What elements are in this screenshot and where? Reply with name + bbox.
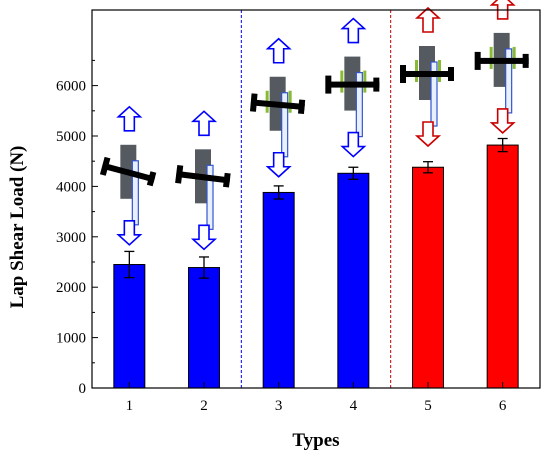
x-axis-title: Types [292,430,339,451]
bolt [99,156,157,187]
error-bar-type-6 [497,137,508,153]
bolt-shank [177,171,231,184]
specimen-icon-type-5 [400,6,454,148]
specimen-icon-type-2 [175,110,231,251]
bolt-shank [476,57,529,64]
bolt [249,93,306,114]
y-tick-label: 2000 [56,280,86,296]
pull-arrow-down-icon [414,121,442,148]
bolt-shank [327,81,380,88]
error-bar-type-3 [273,185,284,200]
y-tick-label: 6000 [56,79,86,95]
lower-plate [206,164,214,230]
bolt-nut [297,99,306,114]
lower-plate [505,48,513,114]
bolt-head [249,93,258,112]
bolt-head [175,164,184,184]
pull-arrow-up-icon [414,6,442,33]
bar-type-1 [113,264,146,389]
washer-left [415,60,418,83]
bar-type-6 [486,144,519,389]
bolt-nut [522,53,529,68]
axes-layer: 0 1000 2000 3000 4000 5000 6000 1 2 3 4 5 6 [56,9,541,414]
x-tick-label: 3 [275,398,283,414]
pull-arrow-up-icon [265,37,292,64]
bar-type-5 [412,166,444,389]
y-tick-label: 3000 [56,230,86,246]
specimen-icon-type-1 [99,105,157,246]
specimen-icon-type-4 [325,17,380,158]
y-axis-title: Lap Shear Load (N) [7,146,28,309]
lower-plate [355,71,363,138]
y-tick-label: 5000 [56,129,86,145]
pull-arrow-up-icon [116,105,143,132]
washer-right [288,90,292,113]
plot-frame [91,9,541,389]
bar-type-3 [262,191,295,389]
specimen-icons-layer [99,0,529,251]
bar-type-2 [188,267,220,389]
error-bar-type-4 [348,166,359,180]
bolt-head [474,51,481,70]
y-tick-label: 4000 [56,179,86,195]
bolt-shank [252,99,305,111]
error-bar-type-2 [199,256,209,279]
pull-arrow-down-icon [190,224,218,251]
bars-layer [113,137,519,389]
specimen-icon-type-6 [474,0,529,134]
specimen-icon-type-3 [249,37,306,178]
lower-plate [430,61,438,127]
bolt-nut [373,77,380,92]
bolt-shank [103,163,156,183]
y-tick-label: 0 [79,381,87,397]
x-tick-label: 6 [499,398,507,414]
bolt [474,51,529,70]
bolt [325,75,380,94]
lower-plate [131,160,139,226]
bolt-nut [448,67,454,82]
y-tick-label: 1000 [56,331,86,347]
pull-arrow-up-icon [190,110,218,137]
pull-arrow-down-icon [340,131,367,158]
x-tick-label: 5 [424,398,432,414]
bolt [400,65,454,84]
bolt-head [99,156,111,176]
bolt-nut [222,172,231,188]
error-bar-type-1 [124,250,135,279]
error-bar-type-5 [423,161,433,174]
bolt [175,164,231,188]
x-tick-label: 2 [200,398,208,414]
pull-arrow-down-icon [265,151,292,178]
bar-type-4 [337,172,370,389]
bolt-head [400,65,406,84]
lower-plate [281,92,289,158]
bolt-head [325,75,332,94]
pull-arrow-up-icon [340,17,367,44]
bolt-nut [146,171,157,187]
x-tick-label: 1 [126,398,134,414]
pull-arrow-down-icon [489,108,516,134]
bolt-shank [402,71,454,78]
x-tick-label: 4 [350,398,358,414]
washer-right [438,60,441,83]
pull-arrow-down-icon [116,219,143,246]
